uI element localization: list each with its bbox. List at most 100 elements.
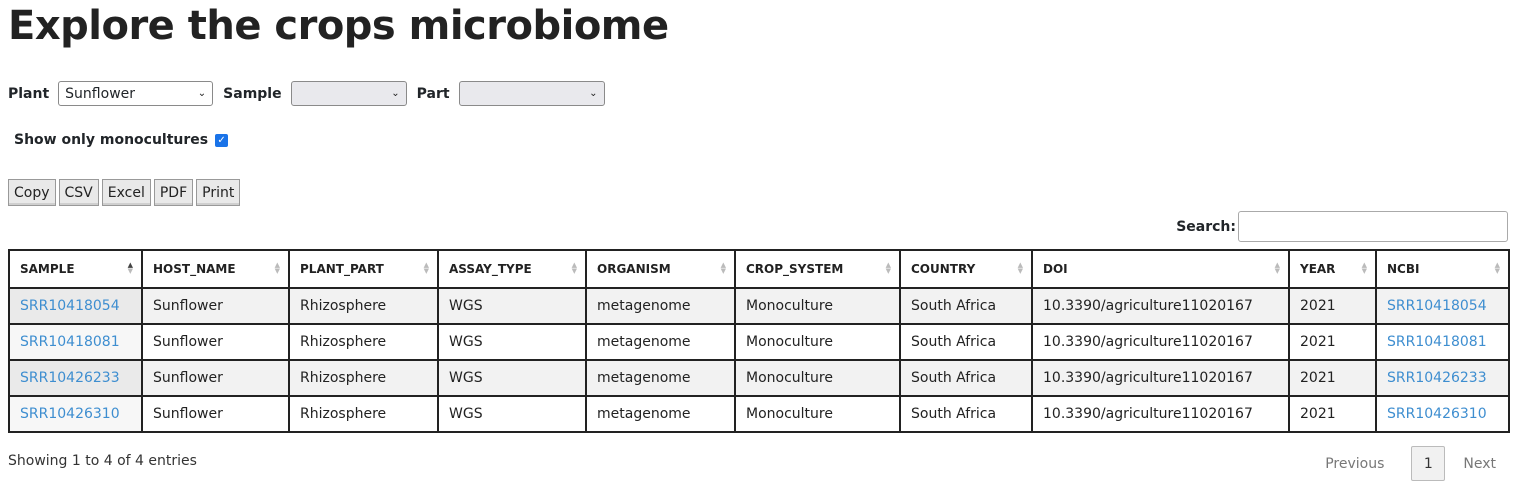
table-row: SRR10418081 Sunflower Rhizosphere WGS me…: [8, 323, 1510, 361]
ncbi-link[interactable]: SRR10426310: [1387, 406, 1487, 422]
ncbi-link[interactable]: SRR10426233: [1387, 370, 1487, 386]
host-name-cell: Sunflower: [141, 395, 290, 433]
column-header-label: NCBI: [1387, 262, 1420, 276]
part-select[interactable]: ⌄: [458, 81, 605, 106]
sort-icon: ▲ ▼: [274, 261, 280, 275]
sort-icon: ▲ ▼: [720, 261, 726, 275]
export-buttons: Copy CSV Excel PDF Print: [8, 179, 243, 206]
monoculture-label: Show only monocultures: [14, 132, 209, 148]
monoculture-checkbox[interactable]: ✓: [215, 133, 229, 147]
column-header-label: COUNTRY: [911, 262, 976, 276]
chevron-down-icon: ⌄: [197, 88, 207, 99]
doi-cell: 10.3390/agriculture11020167: [1031, 395, 1290, 433]
ncbi-cell: SRR10426233: [1375, 359, 1510, 397]
column-header-label: PLANT_PART: [300, 262, 384, 276]
assay-type-cell: WGS: [437, 395, 587, 433]
filter-bar: Plant Sunflower ⌄ Sample ⌄ Part ⌄: [8, 81, 615, 106]
ncbi-cell: SRR10418054: [1375, 287, 1510, 325]
previous-page-button[interactable]: Previous: [1325, 455, 1385, 472]
ncbi-link[interactable]: SRR10418054: [1387, 298, 1487, 314]
sample-cell: SRR10426233: [8, 359, 143, 397]
sample-cell: SRR10418081: [8, 323, 143, 361]
plant-label: Plant: [8, 85, 50, 102]
doi-cell: 10.3390/agriculture11020167: [1031, 287, 1290, 325]
plant-part-cell: Rhizosphere: [288, 359, 439, 397]
column-header-plant-part[interactable]: PLANT_PART ▲ ▼: [288, 249, 439, 289]
doi-cell: 10.3390/agriculture11020167: [1031, 359, 1290, 397]
sample-select[interactable]: ⌄: [290, 81, 407, 106]
organism-cell: metagenome: [585, 287, 736, 325]
column-header-label: DOI: [1043, 262, 1068, 276]
crop-system-cell: Monoculture: [734, 323, 901, 361]
column-header-assay-type[interactable]: ASSAY_TYPE ▲ ▼: [437, 249, 587, 289]
excel-button[interactable]: Excel: [101, 179, 151, 206]
ncbi-cell: SRR10418081: [1375, 323, 1510, 361]
year-cell: 2021: [1288, 323, 1377, 361]
crop-system-cell: Monoculture: [734, 395, 901, 433]
ncbi-cell: SRR10426310: [1375, 395, 1510, 433]
column-header-ncbi[interactable]: NCBI ▲ ▼: [1375, 249, 1510, 289]
year-cell: 2021: [1288, 287, 1377, 325]
column-header-crop-system[interactable]: CROP_SYSTEM ▲ ▼: [734, 249, 901, 289]
next-page-button[interactable]: Next: [1463, 455, 1496, 472]
plant-part-cell: Rhizosphere: [288, 323, 439, 361]
pdf-button[interactable]: PDF: [153, 179, 194, 206]
sample-link[interactable]: SRR10418054: [20, 298, 120, 314]
csv-button[interactable]: CSV: [58, 179, 99, 206]
plant-select[interactable]: Sunflower ⌄: [58, 81, 214, 106]
sort-icon: ▲ ▼: [885, 261, 891, 275]
chevron-down-icon: ⌄: [589, 88, 598, 99]
print-button[interactable]: Print: [196, 179, 241, 206]
monoculture-filter: Show only monocultures ✓: [14, 132, 229, 148]
host-name-cell: Sunflower: [141, 287, 290, 325]
column-header-doi[interactable]: DOI ▲ ▼: [1031, 249, 1290, 289]
country-cell: South Africa: [899, 323, 1033, 361]
search-input[interactable]: [1238, 211, 1508, 242]
sort-icon: ▲ ▼: [1361, 261, 1367, 275]
column-header-sample[interactable]: SAMPLE ▲ ▼: [8, 249, 143, 289]
year-cell: 2021: [1288, 395, 1377, 433]
search-bar: Search:: [1176, 211, 1508, 242]
data-table: SAMPLE ▲ ▼ HOST_NAME ▲ ▼ PLANT_PART ▲ ▼ ASSAY_…: [8, 249, 1510, 433]
plant-part-cell: Rhizosphere: [288, 287, 439, 325]
column-header-label: ASSAY_TYPE: [449, 262, 532, 276]
table-header-row: SAMPLE ▲ ▼ HOST_NAME ▲ ▼ PLANT_PART ▲ ▼ ASSAY_…: [8, 249, 1510, 289]
doi-cell: 10.3390/agriculture11020167: [1031, 323, 1290, 361]
sample-link[interactable]: SRR10418081: [20, 334, 120, 350]
table-row: SRR10426233 Sunflower Rhizosphere WGS me…: [8, 359, 1510, 397]
assay-type-cell: WGS: [437, 287, 587, 325]
column-header-label: SAMPLE: [20, 262, 75, 276]
pagination: Previous 1 Next: [1325, 446, 1496, 481]
sample-link[interactable]: SRR10426310: [20, 406, 120, 422]
sample-link[interactable]: SRR10426233: [20, 370, 120, 386]
sort-icon: ▲ ▼: [571, 261, 577, 275]
plant-select-value: Sunflower: [65, 85, 136, 102]
page-title: Explore the crops microbiome: [8, 3, 669, 49]
column-header-label: HOST_NAME: [153, 262, 236, 276]
sort-icon: ▲ ▼: [1017, 261, 1023, 275]
column-header-country[interactable]: COUNTRY ▲ ▼: [899, 249, 1033, 289]
crop-system-cell: Monoculture: [734, 359, 901, 397]
column-header-organism[interactable]: ORGANISM ▲ ▼: [585, 249, 736, 289]
column-header-year[interactable]: YEAR ▲ ▼: [1288, 249, 1377, 289]
country-cell: South Africa: [899, 359, 1033, 397]
sample-cell: SRR10426310: [8, 395, 143, 433]
plant-part-cell: Rhizosphere: [288, 395, 439, 433]
country-cell: South Africa: [899, 287, 1033, 325]
page-1-button[interactable]: 1: [1411, 446, 1446, 481]
ncbi-link[interactable]: SRR10418081: [1387, 334, 1487, 350]
column-header-label: YEAR: [1300, 262, 1336, 276]
part-label: Part: [416, 85, 450, 102]
table-row: SRR10418054 Sunflower Rhizosphere WGS me…: [8, 287, 1510, 325]
country-cell: South Africa: [899, 395, 1033, 433]
copy-button[interactable]: Copy: [8, 179, 56, 206]
checkmark-icon: ✓: [217, 134, 226, 146]
crop-system-cell: Monoculture: [734, 287, 901, 325]
table-info: Showing 1 to 4 of 4 entries: [8, 453, 197, 469]
sort-icon: ▲ ▼: [1494, 261, 1500, 275]
search-label: Search:: [1176, 218, 1236, 235]
column-header-host-name[interactable]: HOST_NAME ▲ ▼: [141, 249, 290, 289]
column-header-label: ORGANISM: [597, 262, 671, 276]
chevron-down-icon: ⌄: [391, 88, 400, 99]
year-cell: 2021: [1288, 359, 1377, 397]
